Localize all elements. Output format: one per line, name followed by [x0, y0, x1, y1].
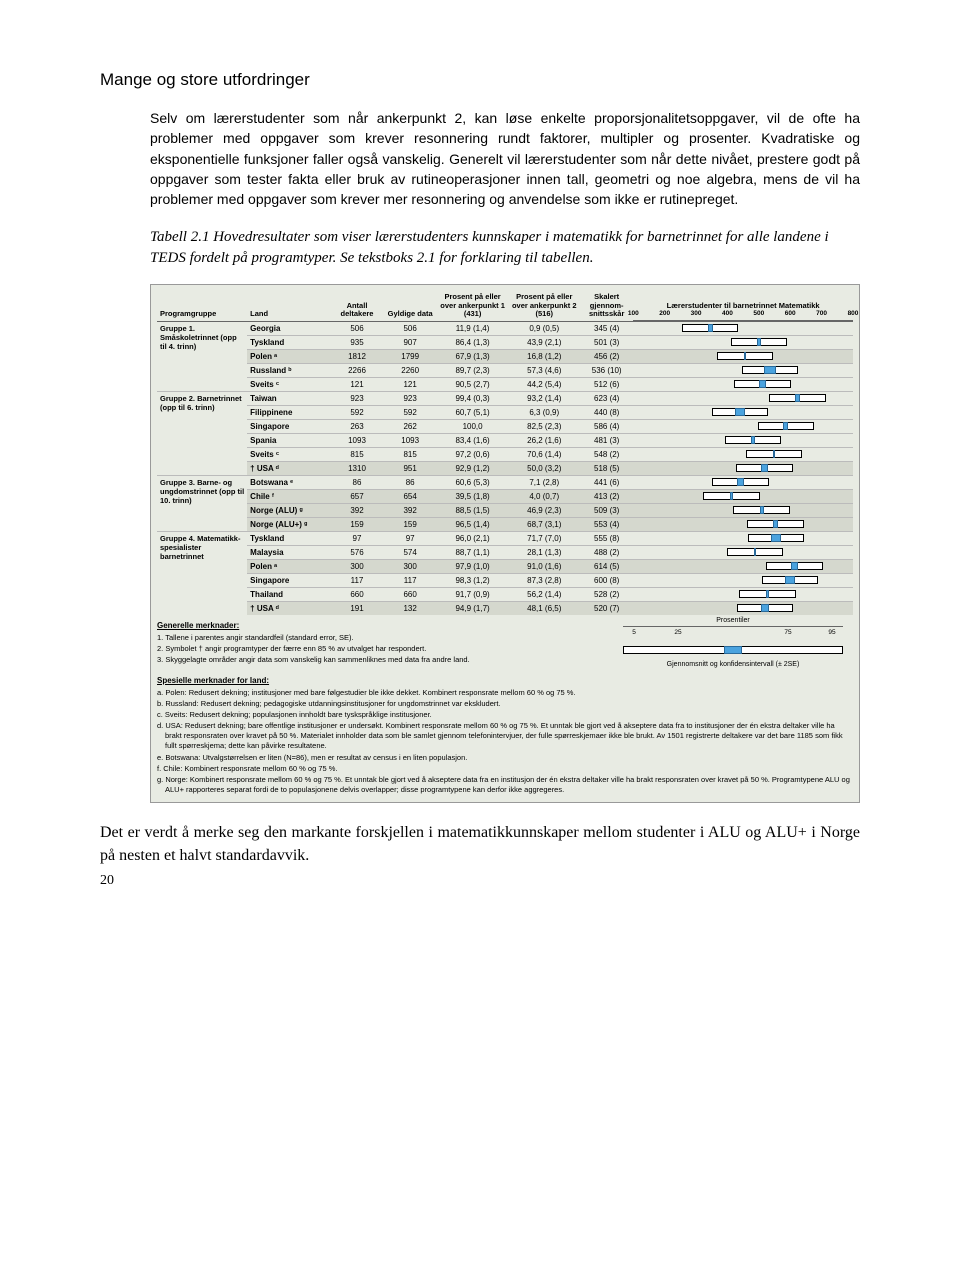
table-row: Sveits ᶜ81581597,2 (0,6)70,6 (1,4)548 (2…: [157, 447, 853, 461]
score-bar: [633, 489, 853, 503]
percentile-legend: Prosentiler 5257595 Gjennomsnitt og konf…: [613, 617, 853, 670]
score-bar: [633, 601, 853, 615]
score-bar: [633, 349, 853, 363]
table-row: † USA ᵈ131095192,9 (1,2)50,0 (3,2)518 (5…: [157, 461, 853, 475]
col-skar: Skalert gjennom-snittsskår: [580, 291, 633, 321]
group-label: Gruppe 1. Småskoletrinnet (opp til 4. tr…: [157, 321, 247, 391]
score-bar: [633, 461, 853, 475]
group-label: Gruppe 4. Matematikk-spesialister barnet…: [157, 531, 247, 615]
col-p516: Prosent på eller over ankerpunkt 2 (516): [508, 291, 580, 321]
score-bar: [633, 433, 853, 447]
score-bar: [633, 419, 853, 433]
table-row: Spania1093109383,4 (1,6)26,2 (1,6)481 (3…: [157, 433, 853, 447]
score-bar: [633, 587, 853, 601]
table-row: Malaysia57657488,7 (1,1)28,1 (1,3)488 (2…: [157, 545, 853, 559]
table-row: Gruppe 4. Matematikk-spesialister barnet…: [157, 531, 853, 545]
col-p431: Prosent på eller over ankerpunkt 1 (431): [437, 291, 509, 321]
score-bar: [633, 335, 853, 349]
score-bar: [633, 475, 853, 489]
general-notes: Generelle merknader: 1. Tallene i parent…: [157, 615, 853, 670]
table-row: Polen ᵃ1812179967,9 (1,3)16,8 (1,2)456 (…: [157, 349, 853, 363]
score-bar: [633, 447, 853, 461]
table-row: Tyskland93590786,4 (1,3)43,9 (2,1)501 (3…: [157, 335, 853, 349]
group-label: Gruppe 3. Barne- og ungdomstrinnet (opp …: [157, 475, 247, 531]
col-gyldige: Gyldige data: [384, 291, 437, 321]
page-number: 20: [100, 873, 860, 889]
score-bar: [633, 503, 853, 517]
table-row: Filippinene59259260,7 (5,1)6,3 (0,9)440 …: [157, 405, 853, 419]
closing-paragraph: Det er verdt å merke seg den markante fo…: [100, 821, 860, 867]
page-title: Mange og store utfordringer: [100, 70, 860, 90]
special-notes: Spesielle merknader for land: a. Polen: …: [157, 676, 853, 795]
table-row: Singapore11711798,3 (1,2)87,3 (2,8)600 (…: [157, 573, 853, 587]
table-row: Norge (ALU+) ᵍ15915996,5 (1,4)68,7 (3,1)…: [157, 517, 853, 531]
table-row: Gruppe 3. Barne- og ungdomstrinnet (opp …: [157, 475, 853, 489]
intro-paragraph: Selv om lærerstudenter som når ankerpunk…: [150, 108, 860, 209]
table-caption: Tabell 2.1 Hovedresultater som viser lær…: [150, 227, 860, 268]
table-row: Thailand66066091,7 (0,9)56,2 (1,4)528 (2…: [157, 587, 853, 601]
score-bar: [633, 545, 853, 559]
score-bar: [633, 559, 853, 573]
table-row: Gruppe 1. Småskoletrinnet (opp til 4. tr…: [157, 321, 853, 335]
table-row: Gruppe 2. Barnetrinnet (opp til 6. trinn…: [157, 391, 853, 405]
score-bar: [633, 391, 853, 405]
col-chart: Lærerstudenter til barnetrinnet Matemati…: [633, 291, 853, 321]
col-land: Land: [247, 291, 330, 321]
score-bar: [633, 363, 853, 377]
results-table: Programgruppe Land Antall deltakere Gyld…: [150, 284, 860, 803]
table-row: Chile ᶠ65765439,5 (1,8)4,0 (0,7)413 (2): [157, 489, 853, 503]
table-row: † USA ᵈ19113294,9 (1,7)48,1 (6,5)520 (7): [157, 601, 853, 615]
table-row: Polen ᵃ30030097,9 (1,0)91,0 (1,6)614 (5): [157, 559, 853, 573]
score-bar: [633, 377, 853, 391]
table-row: Norge (ALU) ᵍ39239288,5 (1,5)46,9 (2,3)5…: [157, 503, 853, 517]
group-label: Gruppe 2. Barnetrinnet (opp til 6. trinn…: [157, 391, 247, 475]
score-bar: [633, 517, 853, 531]
score-bar: [633, 405, 853, 419]
table-row: Sveits ᶜ12112190,5 (2,7)44,2 (5,4)512 (6…: [157, 377, 853, 391]
score-bar: [633, 321, 853, 335]
col-antall: Antall deltakere: [330, 291, 383, 321]
col-programgruppe: Programgruppe: [157, 291, 247, 321]
table-row: Russland ᵇ2266226089,7 (2,3)57,3 (4,6)53…: [157, 363, 853, 377]
score-bar: [633, 531, 853, 545]
table-row: Singapore263262100,082,5 (2,3)586 (4): [157, 419, 853, 433]
score-bar: [633, 573, 853, 587]
